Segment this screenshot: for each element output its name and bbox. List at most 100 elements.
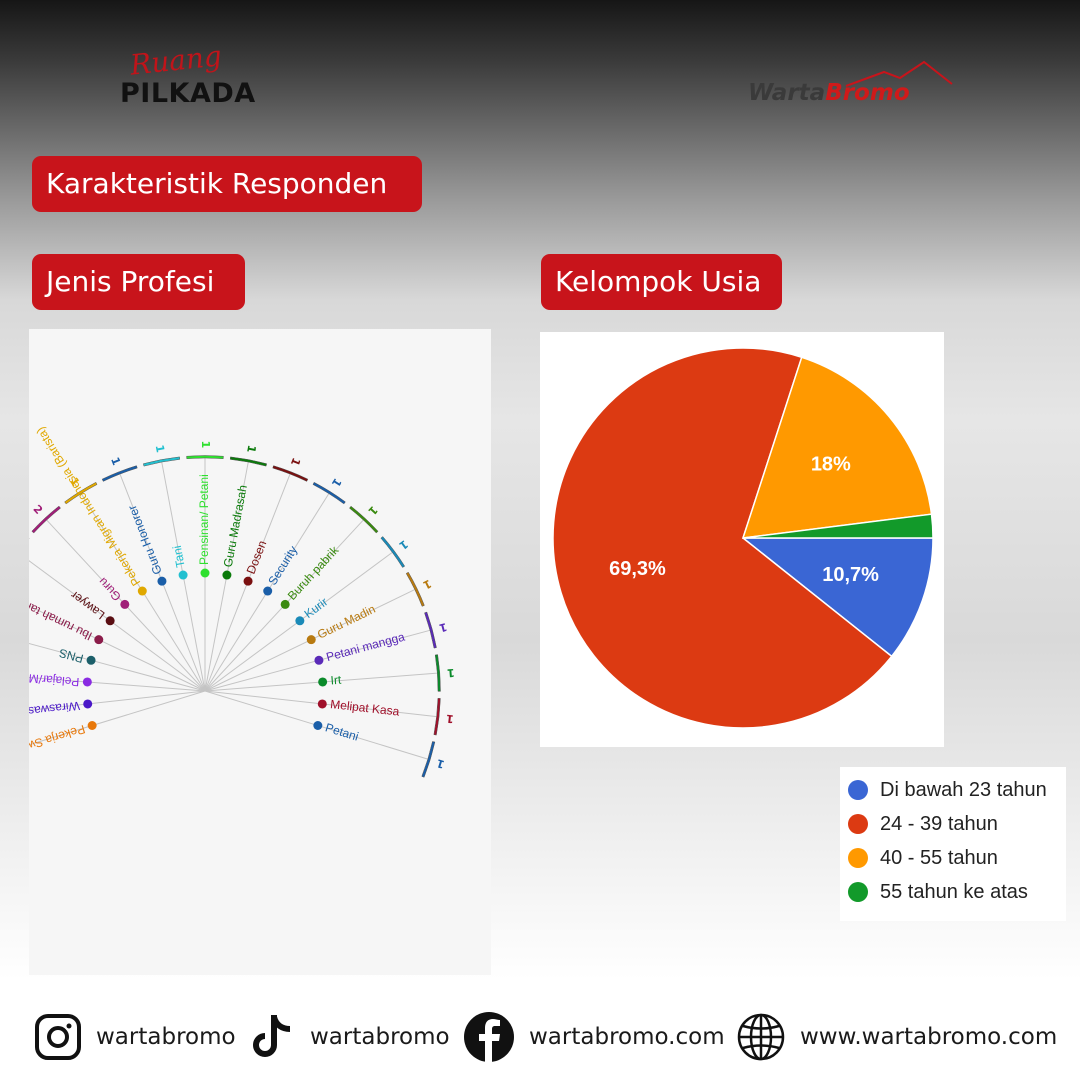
bar-value-label: 1 [397,537,411,552]
bar-value-label: 1 [108,455,123,467]
category-dot [120,599,130,609]
bar-value-label: 1 [329,476,344,489]
category-label: Guru Madrasah [221,484,250,569]
legend-item: Di bawah 23 tahun [848,775,1047,805]
bar-value-label: 1 [438,620,449,635]
category-label: Wiraswasta [29,699,81,720]
category-dot [295,616,305,626]
legend-item: 24 - 39 tahun [848,809,998,839]
legend-item: 55 tahun ke atas [848,877,1028,907]
category-label: Tani [170,544,188,568]
category-label: PNS [57,646,84,666]
footer-facebook[interactable]: wartabromo.com [463,1008,725,1066]
usia-legend: Di bawah 23 tahun 24 - 39 tahun 40 - 55 … [840,767,1066,921]
category-label: Pensinan/ Petani [197,474,211,565]
bar-value-label: 1 [244,444,258,454]
pie-slice [552,347,893,729]
category-dot [280,599,290,609]
legend-label: 55 tahun ke atas [880,880,1028,903]
bar [142,456,181,467]
bar [349,505,379,534]
category-label: Pekerja Swasta [29,722,87,760]
bar [272,465,309,482]
page-title: Karakteristik Responden [32,156,422,212]
legend-dot [848,780,868,800]
tiktok-handle: wartabromo [310,1024,450,1050]
pie-slice [742,513,934,539]
legend-label: Di bawah 23 tahun [880,778,1047,801]
category-dot [306,635,316,645]
category-label: Melipat Kasa [330,697,401,719]
category-dot [318,677,328,687]
category-dot [200,568,210,578]
category-label: Pekerja Migran Indonesia (Barista) [33,424,143,588]
usia-pie-chart: 10,7% 69,3% 18% [552,347,934,729]
category-label: Kurir [302,595,331,621]
pie-slice-label: 10,7% [822,564,879,586]
legend-dot [848,848,868,868]
bar-value-label: 1 [435,756,446,771]
legend-label: 40 - 55 tahun [880,846,998,869]
category-dot [314,655,324,665]
category-dot [222,570,232,580]
website-url: www.wartabromo.com [800,1024,1058,1050]
legend-label: 24 - 39 tahun [880,812,998,835]
bar-value-label: 1 [199,441,212,449]
category-label: Petani [324,720,361,743]
category-label: Petani mangga [325,630,407,665]
category-dot [87,720,97,730]
usia-chart-panel: 10,7% 69,3% 18% [540,332,944,747]
footer-instagram[interactable]: wartabromo [34,1008,236,1066]
spoke-line [0,690,206,755]
logo-word-bromo: Bromo [825,80,910,106]
bar-value-label: 1 [288,456,303,468]
globe-icon [737,1013,785,1061]
logo-main-text: PILKADA [120,78,256,109]
bar [312,481,346,505]
category-dot [317,699,327,709]
profesi-heading: Jenis Profesi [32,254,245,310]
legend-dot [848,882,868,902]
legend-dot [848,814,868,834]
bar [434,654,441,692]
bar [421,741,436,778]
bar [101,465,138,482]
category-dot [94,635,104,645]
category-dot [83,699,93,709]
category-dot [157,576,167,586]
category-label: Lawyer [68,588,107,622]
pie-slice [741,356,933,539]
category-dot [243,576,253,586]
bar [380,536,406,568]
wartabromo-logo: WartaBromo [748,58,958,108]
pie-slice-label: 69,3% [609,558,666,580]
category-label: Dosen [244,539,270,576]
category-label: Pelajar/Mahas... [29,669,80,690]
logo-word-warta: Warta [748,80,826,106]
instagram-handle: wartabromo [96,1024,236,1050]
facebook-page: wartabromo.com [529,1024,725,1050]
category-dot [105,616,115,626]
pie-slice [740,537,934,658]
bar [64,481,98,505]
footer-tiktok[interactable]: wartabromo [248,1008,450,1066]
facebook-icon [464,1012,514,1063]
bar [229,456,268,467]
tiktok-icon [253,1015,291,1057]
bar-value-label: 1 [446,666,455,680]
profesi-radial-chart: 65Pekerja Swasta44Wiraswasta16Pelajar/Ma… [0,424,455,778]
bar [186,455,224,459]
footer-website[interactable]: www.wartabromo.com [736,1008,1057,1066]
bar-value-label: 1 [153,444,167,454]
category-dot [178,570,188,580]
category-dot [263,586,273,596]
bar [405,571,425,607]
bar [424,611,437,649]
profesi-chart-panel: 65Pekerja Swasta44Wiraswasta16Pelajar/Ma… [0,329,491,975]
pie-slice-label: 18% [811,454,851,476]
category-label: Irt [330,673,342,688]
instagram-icon [35,1014,81,1060]
category-label: Guru [96,575,124,604]
category-dot [82,677,92,687]
bar-value-label: 1 [445,712,454,726]
